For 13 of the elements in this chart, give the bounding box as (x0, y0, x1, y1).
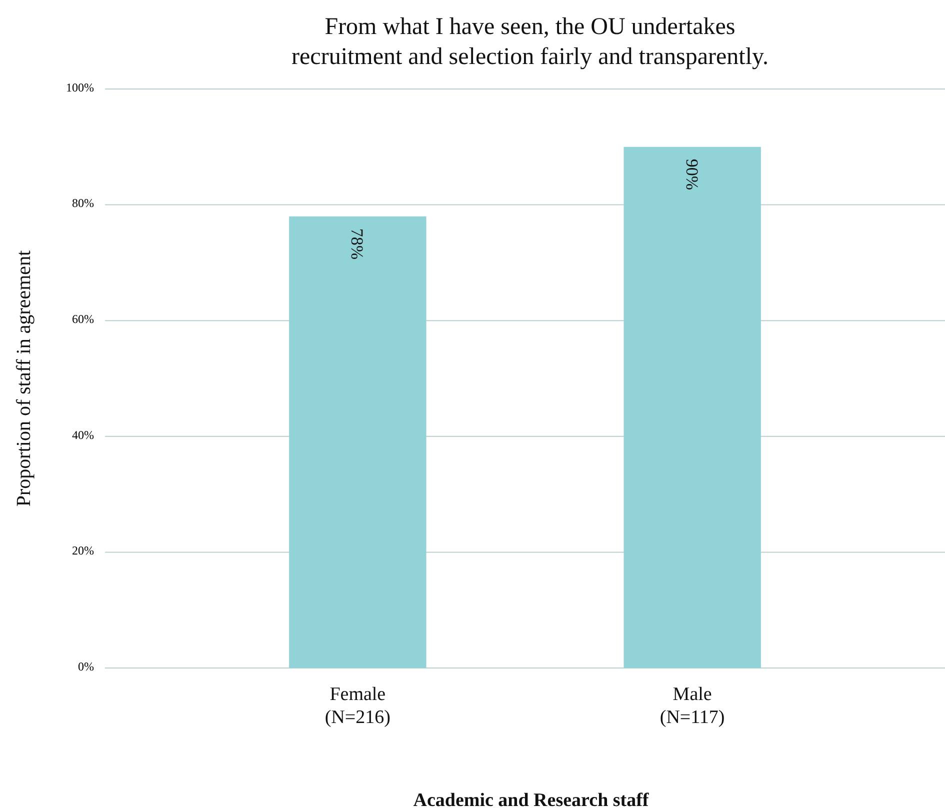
data-label: 78% (348, 228, 367, 260)
data-label: 90% (682, 158, 702, 190)
y-axis-title: Proportion of staff in agreement (13, 250, 35, 507)
chart-title: From what I have seen, the OU undertakes recruitment and selection fairly and transparently. (292, 14, 768, 70)
y-tick-label: 60% (72, 312, 94, 326)
x-tick-label: Female (N=216) (324, 684, 390, 728)
y-tick-label: 100% (66, 80, 94, 94)
y-tick-label: 20% (72, 544, 94, 558)
y-tick-label: 40% (72, 428, 94, 442)
x-tick-label: Male (N=117) (660, 684, 725, 728)
y-tick-label: 0% (78, 659, 94, 674)
x-axis-title: Academic and Research staff (413, 790, 650, 808)
y-tick-label: 80% (72, 196, 94, 210)
